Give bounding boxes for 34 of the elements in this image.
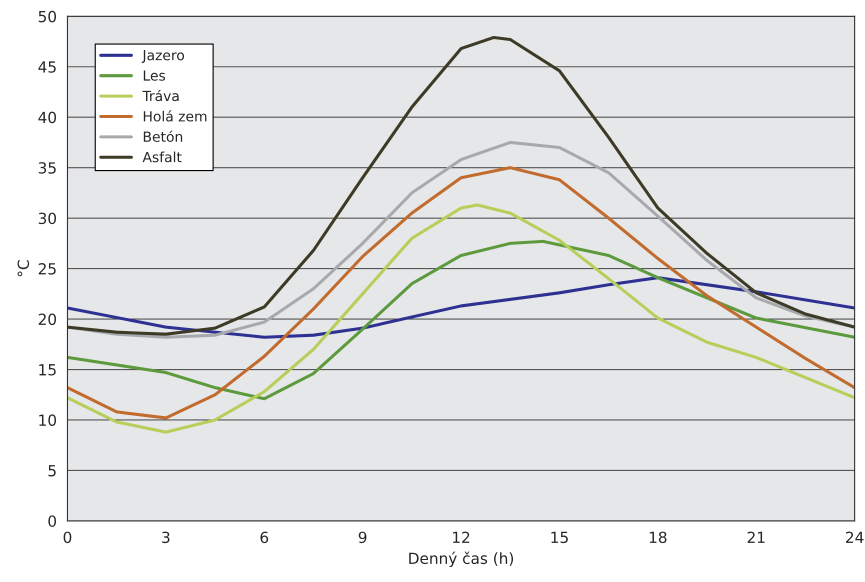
line-series — [67, 36, 855, 336]
legend-label: Jazero — [142, 50, 184, 63]
legend-label: Betón — [144, 130, 182, 142]
legend-label: Tráva — [142, 90, 179, 102]
y-tick-label: 30 — [38, 212, 56, 224]
x-tick-label: 9 — [358, 532, 366, 544]
line-series — [67, 276, 855, 339]
y-tick-label: 10 — [39, 414, 56, 426]
y-tick-label: 5 — [48, 465, 56, 476]
x-tick-label: 12 — [453, 532, 470, 543]
line-series — [67, 240, 855, 400]
x-tick-label: 21 — [748, 532, 765, 543]
y-tick-label: 20 — [38, 314, 56, 326]
legend-label: Les — [144, 70, 166, 81]
y-tick-label: 50 — [38, 10, 56, 22]
x-axis-title: Denný čas (h) — [409, 552, 514, 568]
y-tick-label: 25 — [38, 263, 56, 275]
x-tick-label: 0 — [64, 532, 72, 544]
y-tick-label: 35 — [38, 162, 56, 174]
y-axis-title: °C — [18, 260, 30, 276]
x-tick-label: 18 — [650, 532, 667, 544]
y-tick-label: 40 — [38, 112, 56, 124]
line-series — [67, 140, 855, 339]
x-tick-label: 3 — [162, 532, 170, 544]
x-tick-label: 15 — [551, 532, 568, 544]
y-tick-label: 15 — [39, 364, 56, 376]
x-tick-label: 6 — [260, 532, 268, 544]
y-tick-label: 0 — [48, 515, 56, 527]
legend-label: Asfalt — [142, 152, 182, 162]
line-series — [67, 166, 855, 420]
x-tick-label: 24 — [846, 532, 864, 543]
legend-label: Holá zem — [144, 110, 206, 122]
y-tick-label: 45 — [38, 61, 56, 73]
line-series — [67, 203, 855, 434]
